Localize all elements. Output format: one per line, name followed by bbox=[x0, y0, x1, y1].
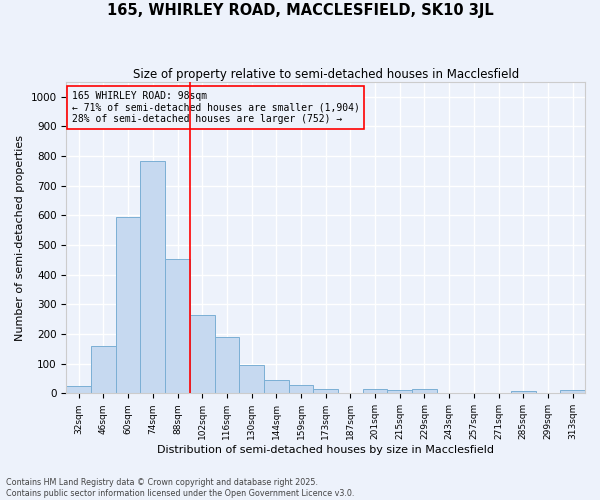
Bar bbox=[91, 346, 116, 394]
Bar bbox=[511, 390, 536, 394]
Bar bbox=[363, 390, 388, 394]
Bar bbox=[140, 160, 165, 394]
Bar bbox=[412, 390, 437, 394]
Bar bbox=[560, 390, 585, 394]
Title: Size of property relative to semi-detached houses in Macclesfield: Size of property relative to semi-detach… bbox=[133, 68, 519, 80]
Bar bbox=[264, 380, 289, 394]
Bar bbox=[215, 337, 239, 394]
Text: Contains HM Land Registry data © Crown copyright and database right 2025.
Contai: Contains HM Land Registry data © Crown c… bbox=[6, 478, 355, 498]
Bar bbox=[388, 390, 412, 394]
Bar bbox=[239, 364, 264, 394]
Bar bbox=[190, 314, 215, 394]
Bar bbox=[289, 385, 313, 394]
Bar bbox=[116, 218, 140, 394]
Bar bbox=[67, 386, 91, 394]
Text: 165, WHIRLEY ROAD, MACCLESFIELD, SK10 3JL: 165, WHIRLEY ROAD, MACCLESFIELD, SK10 3J… bbox=[107, 2, 493, 18]
Bar bbox=[165, 259, 190, 394]
X-axis label: Distribution of semi-detached houses by size in Macclesfield: Distribution of semi-detached houses by … bbox=[157, 445, 494, 455]
Y-axis label: Number of semi-detached properties: Number of semi-detached properties bbox=[15, 134, 25, 340]
Bar bbox=[313, 389, 338, 394]
Text: 165 WHIRLEY ROAD: 98sqm
← 71% of semi-detached houses are smaller (1,904)
28% of: 165 WHIRLEY ROAD: 98sqm ← 71% of semi-de… bbox=[71, 91, 359, 124]
